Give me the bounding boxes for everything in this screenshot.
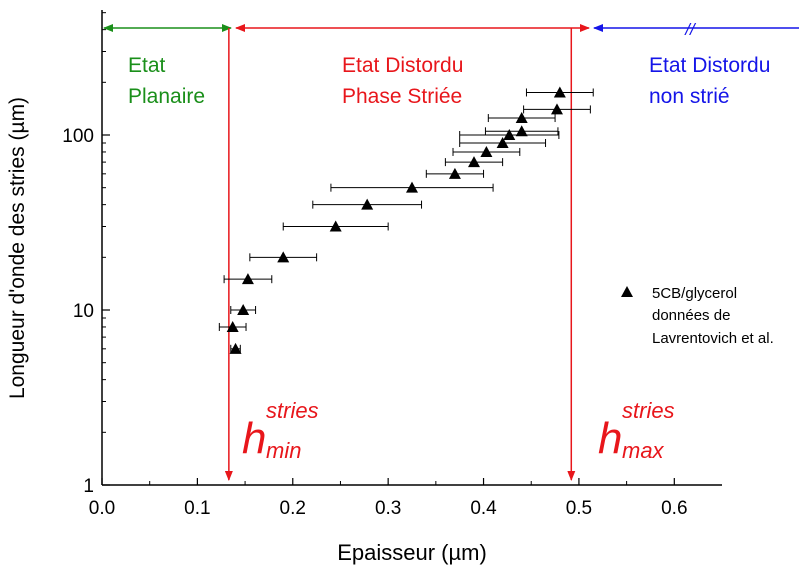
region-non-striped-line1: Etat Distordu	[649, 54, 770, 77]
data-point	[503, 129, 516, 140]
data-point	[468, 156, 480, 168]
y-tick-label: 1	[83, 476, 94, 497]
data-point	[515, 125, 528, 137]
region-label-planar: Etat Planaire	[128, 54, 205, 108]
h-max-annotation: h stries max	[598, 398, 675, 463]
x-tick-label: 0.4	[470, 498, 497, 519]
y-tick-label: 100	[62, 126, 94, 147]
h-min-annotation: h stries min	[242, 398, 319, 463]
data-point	[277, 251, 290, 263]
y-axis-label: Longueur d'onde des stries (µm)	[6, 97, 29, 399]
h-min-base: h	[242, 414, 266, 463]
x-tick-label: 0.1	[184, 498, 210, 519]
y-ticks: 1 10 100	[62, 12, 110, 497]
x-tick-label: 0.3	[375, 498, 401, 519]
data-point	[361, 198, 374, 210]
data-point	[226, 320, 239, 332]
legend-label-line2: données de	[652, 307, 730, 324]
x-tick-label: 0.2	[280, 498, 306, 519]
region-striped-line2: Phase Striée	[342, 85, 462, 108]
legend-marker	[621, 286, 633, 297]
x-tick-label: 0.0	[89, 498, 115, 519]
data-point	[329, 220, 342, 232]
h-max-base: h	[598, 414, 622, 463]
data-series	[218, 86, 594, 354]
x-ticks: 0.0 0.1 0.2 0.3 0.4 0.5 0.6	[89, 478, 688, 519]
h-min-sub: min	[266, 438, 301, 463]
data-point	[515, 112, 528, 124]
region-label-non-striped: Etat Distordu non strié	[649, 54, 776, 108]
data-point	[550, 103, 563, 115]
axis-break-mark: //	[684, 20, 697, 39]
region-planar-line1: Etat	[128, 54, 166, 77]
y-tick-label: 10	[73, 301, 94, 322]
h-max-sup: stries	[622, 398, 675, 423]
legend: 5CB/glycerol données de Lavrentovich et …	[621, 285, 774, 347]
data-point	[496, 137, 509, 149]
region-planar-line2: Planaire	[128, 85, 205, 108]
x-axis-label: Epaisseur (µm)	[337, 540, 487, 565]
region-non-striped-line2: non strié	[649, 85, 730, 108]
x-tick-label: 0.5	[566, 498, 592, 519]
data-point	[448, 167, 461, 179]
data-point	[553, 86, 566, 98]
x-tick-label: 0.6	[661, 498, 687, 519]
legend-label-line3: Lavrentovich et al.	[652, 330, 774, 347]
data-point	[237, 304, 250, 315]
region-striped-line1: Etat Distordu	[342, 54, 463, 77]
data-point	[229, 342, 242, 354]
data-point	[241, 273, 254, 285]
legend-label-line1: 5CB/glycerol	[652, 285, 737, 302]
h-min-sup: stries	[266, 398, 319, 423]
h-max-sub: max	[622, 438, 665, 463]
data-point	[406, 181, 418, 193]
region-label-striped: Etat Distordu Phase Striée	[342, 54, 469, 108]
data-point	[480, 145, 493, 157]
